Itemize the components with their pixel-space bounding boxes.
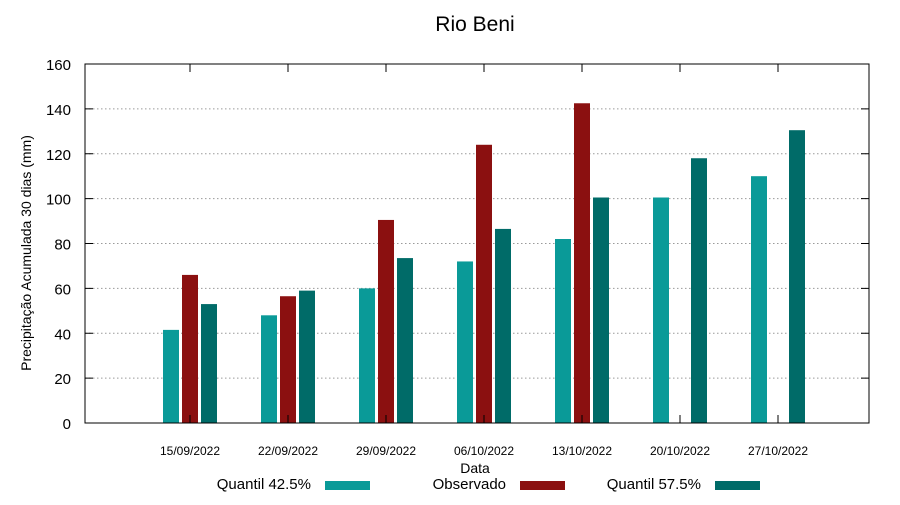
bar bbox=[397, 258, 413, 423]
y-tick-label: 160 bbox=[46, 57, 71, 74]
x-tick-label: 13/10/2022 bbox=[552, 444, 612, 458]
bar bbox=[653, 197, 669, 423]
x-tick-label: 06/10/2022 bbox=[454, 444, 514, 458]
bar bbox=[378, 219, 394, 423]
bar bbox=[299, 290, 315, 423]
legend-label: Observado bbox=[433, 476, 506, 493]
y-tick-label: 80 bbox=[54, 237, 71, 254]
legend-label: Quantil 42.5% bbox=[217, 476, 311, 493]
bar bbox=[201, 304, 217, 423]
bar bbox=[691, 158, 707, 424]
x-tick-label: 15/09/2022 bbox=[160, 444, 220, 458]
x-tick-label: 20/10/2022 bbox=[650, 444, 710, 458]
y-tick-label: 120 bbox=[46, 147, 71, 164]
legend-swatch bbox=[520, 481, 565, 490]
y-axis-ticks: 0 20 40 60 80 100 120 140 160 bbox=[46, 57, 869, 433]
y-tick-label: 40 bbox=[54, 326, 71, 343]
bar bbox=[261, 315, 277, 423]
x-tick-label: 29/09/2022 bbox=[356, 444, 416, 458]
x-tick-label: 27/10/2022 bbox=[748, 444, 808, 458]
bars bbox=[163, 103, 805, 424]
bar bbox=[593, 197, 609, 423]
y-tick-label: 60 bbox=[54, 281, 71, 298]
bar bbox=[555, 239, 571, 423]
x-axis-label: Data bbox=[460, 460, 490, 476]
legend-swatch bbox=[715, 481, 760, 490]
bar bbox=[495, 228, 511, 423]
y-tick-label: 20 bbox=[54, 371, 71, 388]
bar bbox=[751, 176, 767, 423]
bar bbox=[476, 144, 492, 423]
legend-label: Quantil 57.5% bbox=[607, 476, 701, 493]
bar bbox=[182, 274, 198, 423]
y-tick-label: 140 bbox=[46, 102, 71, 119]
y-axis-label: Precipitação Acumulada 30 dias (mm) bbox=[18, 135, 34, 371]
bar bbox=[359, 288, 375, 423]
bar bbox=[574, 103, 590, 423]
bar bbox=[457, 261, 473, 423]
x-axis-ticks: 15/09/2022 22/09/2022 29/09/2022 06/10/2022… bbox=[160, 64, 808, 458]
bar bbox=[280, 296, 296, 423]
legend: Quantil 42.5% Observado Quantil 57.5% bbox=[217, 476, 760, 493]
x-tick-label: 22/09/2022 bbox=[258, 444, 318, 458]
bar bbox=[163, 329, 179, 423]
chart-title: Rio Beni bbox=[435, 13, 514, 36]
y-tick-label: 0 bbox=[63, 416, 71, 433]
y-tick-label: 100 bbox=[46, 192, 71, 209]
bar bbox=[789, 130, 805, 424]
legend-swatch bbox=[325, 481, 370, 490]
